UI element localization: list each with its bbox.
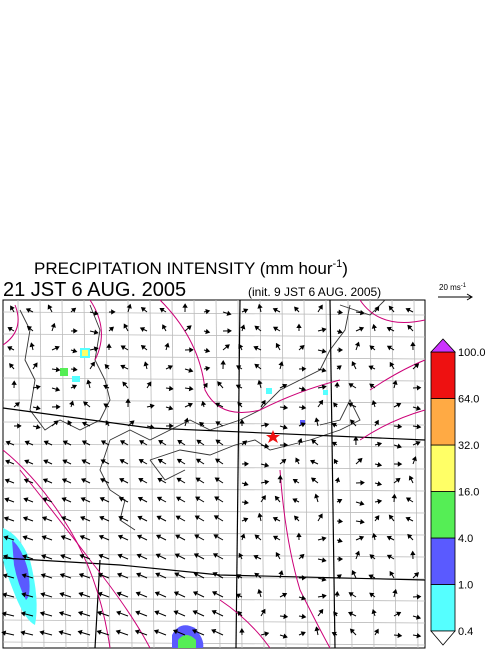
title: PRECIPITATION INTENSITY (mm hour-1) bbox=[34, 258, 348, 278]
colorbar-label: 0.4 bbox=[458, 626, 473, 638]
colorbar-segment bbox=[431, 445, 455, 492]
colorbar-label: 4.0 bbox=[458, 533, 473, 545]
title-sup: -1 bbox=[332, 258, 342, 270]
colorbar-segment bbox=[431, 492, 455, 539]
colorbar-segment bbox=[431, 585, 455, 632]
wind-legend-arrow bbox=[438, 294, 472, 300]
wind-legend-text: 20 ms bbox=[439, 283, 461, 292]
title-close: ) bbox=[342, 259, 348, 278]
map bbox=[2, 300, 425, 648]
wind-legend-sup: -1 bbox=[461, 283, 467, 289]
title-text: PRECIPITATION INTENSITY (mm hour bbox=[34, 259, 333, 278]
colorbar-over bbox=[431, 339, 455, 352]
colorbar: 0.4 1.0 4.0 16.0 32.0 64.0 100.0 bbox=[431, 339, 486, 645]
colorbar-segment bbox=[431, 399, 455, 446]
colorbar-segment bbox=[431, 538, 455, 585]
colorbar-label: 1.0 bbox=[458, 580, 473, 592]
init-time: (init. 9 JST 6 AUG. 2005) bbox=[248, 285, 381, 299]
colorbar-label: 64.0 bbox=[458, 394, 479, 406]
colorbar-label: 16.0 bbox=[458, 487, 479, 499]
colorbar-segment bbox=[431, 352, 455, 399]
colorbar-label: 32.0 bbox=[458, 440, 479, 452]
colorbar-label: 100.0 bbox=[458, 347, 486, 359]
valid-time: 21 JST 6 AUG. 2005 bbox=[3, 279, 186, 301]
colorbar-under bbox=[431, 631, 455, 645]
wind-legend-label: 20 ms-1 bbox=[439, 283, 467, 292]
